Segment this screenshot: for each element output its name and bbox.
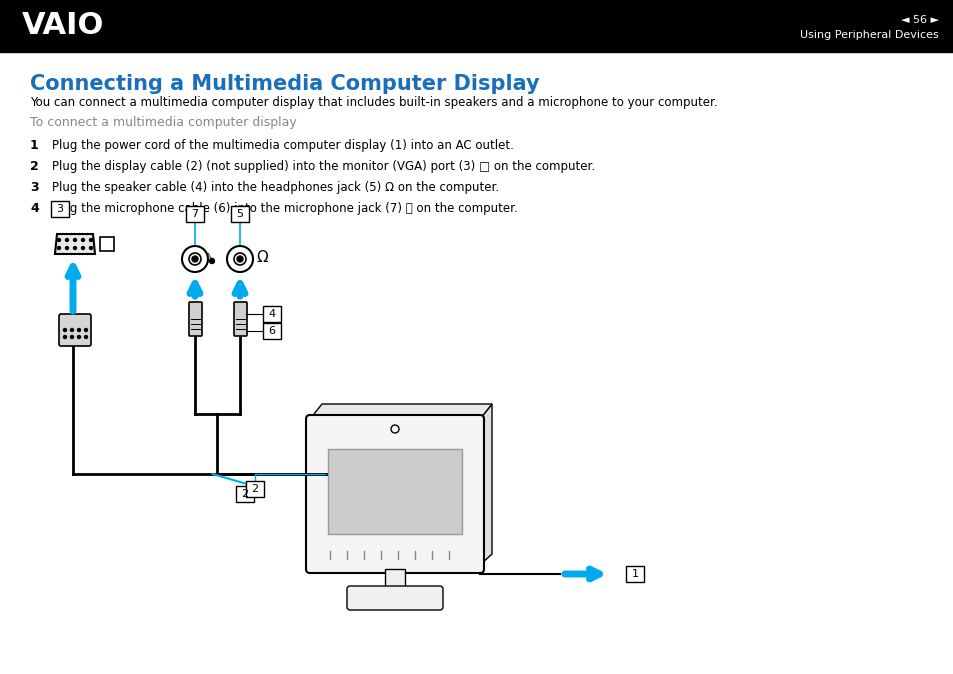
Circle shape <box>90 247 92 249</box>
Text: 5: 5 <box>236 209 243 219</box>
Circle shape <box>210 259 214 264</box>
Bar <box>235 486 253 502</box>
Text: 3: 3 <box>30 181 38 194</box>
Text: 4: 4 <box>30 202 39 215</box>
Bar <box>100 237 113 251</box>
Text: ◄ 56 ►: ◄ 56 ► <box>900 15 938 25</box>
Text: Plug the power cord of the multimedia computer display (1) into an AC outlet.: Plug the power cord of the multimedia co… <box>52 139 514 152</box>
Text: 3: 3 <box>56 204 64 214</box>
Text: VAIO: VAIO <box>22 11 104 40</box>
Text: 6: 6 <box>268 326 275 336</box>
Circle shape <box>192 256 198 262</box>
Circle shape <box>90 239 92 241</box>
FancyBboxPatch shape <box>347 586 442 610</box>
Polygon shape <box>479 404 492 565</box>
Circle shape <box>77 336 80 338</box>
Bar <box>385 569 405 589</box>
Circle shape <box>57 239 60 241</box>
Bar <box>263 306 281 322</box>
Circle shape <box>73 247 76 249</box>
FancyBboxPatch shape <box>189 302 202 336</box>
Text: 1: 1 <box>30 139 39 152</box>
Polygon shape <box>310 404 492 419</box>
Bar <box>246 481 264 497</box>
Circle shape <box>71 328 73 332</box>
Circle shape <box>81 247 85 249</box>
Text: /: / <box>206 252 215 262</box>
Bar <box>328 449 461 534</box>
Circle shape <box>73 239 76 241</box>
Circle shape <box>64 336 67 338</box>
Text: 2: 2 <box>30 160 39 173</box>
Circle shape <box>64 328 67 332</box>
Text: Plug the speaker cable (4) into the headphones jack (5) Ω on the computer.: Plug the speaker cable (4) into the head… <box>52 181 498 194</box>
Text: 2: 2 <box>241 489 249 499</box>
Text: 7: 7 <box>192 209 198 219</box>
Bar <box>0 0 953 52</box>
Circle shape <box>66 239 69 241</box>
Circle shape <box>71 336 73 338</box>
FancyBboxPatch shape <box>306 415 483 573</box>
Text: Using Peripheral Devices: Using Peripheral Devices <box>800 30 938 40</box>
Text: 2: 2 <box>252 484 258 494</box>
Text: Ω: Ω <box>255 251 268 266</box>
FancyBboxPatch shape <box>233 302 247 336</box>
Text: You can connect a multimedia computer display that includes built-in speakers an: You can connect a multimedia computer di… <box>30 96 717 109</box>
Bar <box>263 323 281 339</box>
Circle shape <box>57 247 60 249</box>
Circle shape <box>189 253 201 265</box>
Text: Plug the microphone cable (6) into the microphone jack (7) ⑆ on the computer.: Plug the microphone cable (6) into the m… <box>52 202 517 215</box>
Bar <box>625 566 643 582</box>
Circle shape <box>236 256 243 262</box>
Bar <box>186 206 204 222</box>
Circle shape <box>391 425 398 433</box>
Circle shape <box>182 246 208 272</box>
Text: 4: 4 <box>268 309 275 319</box>
Text: Connecting a Multimedia Computer Display: Connecting a Multimedia Computer Display <box>30 74 539 94</box>
Circle shape <box>227 246 253 272</box>
Circle shape <box>81 239 85 241</box>
Text: 1: 1 <box>631 569 638 579</box>
Circle shape <box>66 247 69 249</box>
FancyBboxPatch shape <box>59 314 91 346</box>
Circle shape <box>233 253 246 265</box>
Text: Plug the display cable (2) (not supplied) into the monitor (VGA) port (3) □ on t: Plug the display cable (2) (not supplied… <box>52 160 595 173</box>
Bar <box>231 206 249 222</box>
Text: To connect a multimedia computer display: To connect a multimedia computer display <box>30 116 296 129</box>
Circle shape <box>85 336 88 338</box>
Polygon shape <box>55 234 95 254</box>
Circle shape <box>77 328 80 332</box>
Bar <box>51 201 69 217</box>
Circle shape <box>85 328 88 332</box>
